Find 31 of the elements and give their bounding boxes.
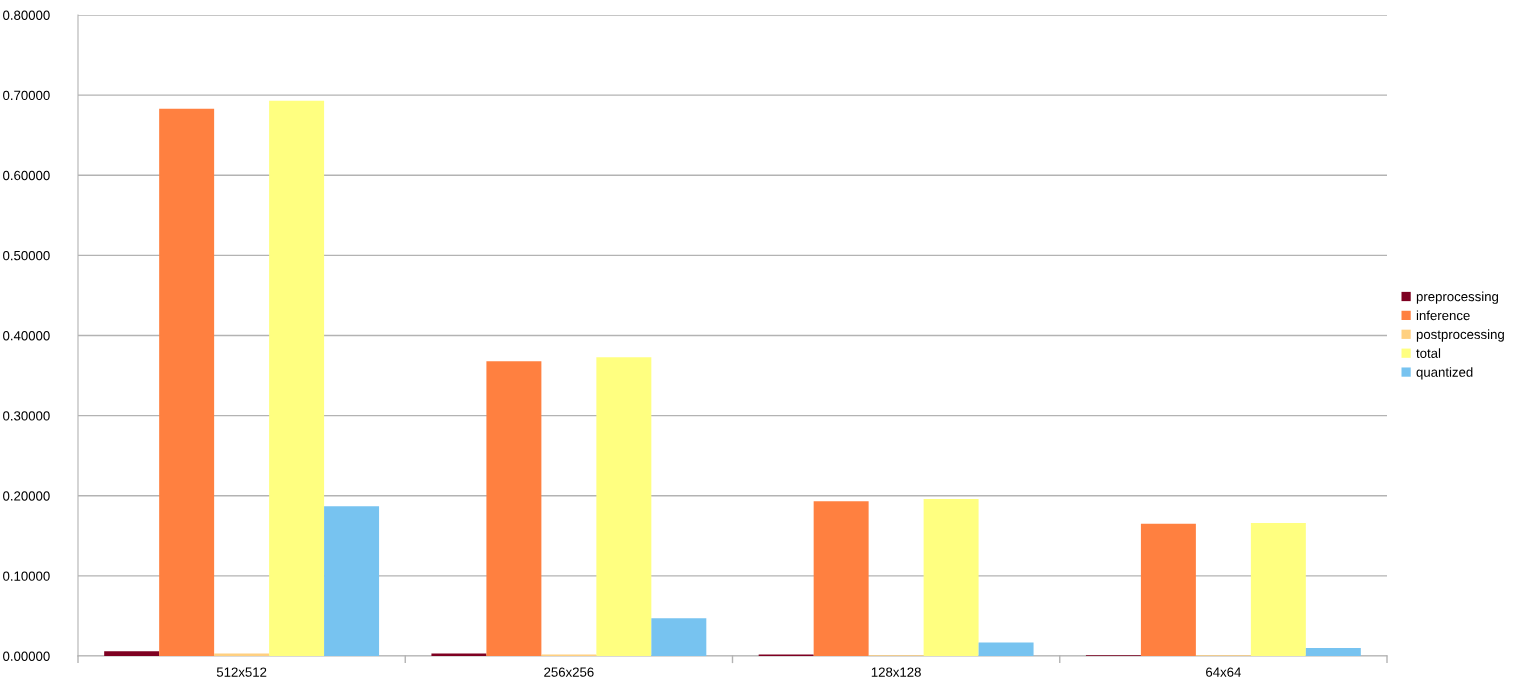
y-tick-label: 0.10000 bbox=[3, 571, 50, 581]
bar bbox=[596, 357, 652, 656]
x-tick-label: 512x512 bbox=[216, 667, 267, 677]
y-tick-label: 0.80000 bbox=[3, 10, 50, 20]
x-tick-label: 64x64 bbox=[1206, 667, 1241, 677]
bar bbox=[324, 506, 380, 656]
legend-label: inference bbox=[1416, 310, 1470, 321]
bar bbox=[813, 501, 869, 656]
bar bbox=[923, 498, 979, 656]
bar bbox=[486, 361, 542, 656]
bar bbox=[1305, 647, 1361, 656]
bar bbox=[159, 108, 215, 656]
legend-label: quantized bbox=[1416, 367, 1473, 380]
legend-label: preprocessing bbox=[1416, 291, 1499, 304]
bar bbox=[651, 618, 707, 656]
y-tick-label: 0.20000 bbox=[3, 491, 50, 501]
y-tick-label: 0.40000 bbox=[3, 331, 50, 341]
y-tick-label: 0.50000 bbox=[3, 250, 50, 261]
y-tick-label: 0.60000 bbox=[3, 170, 50, 181]
bar bbox=[978, 642, 1034, 656]
legend-label: total bbox=[1416, 348, 1441, 358]
y-tick-label: 0.30000 bbox=[3, 411, 50, 421]
bar bbox=[269, 100, 325, 656]
bar bbox=[1140, 523, 1196, 656]
x-tick-label: 128x128 bbox=[871, 667, 921, 677]
legend-label: postprocessing bbox=[1416, 329, 1504, 342]
x-tick-label: 256x256 bbox=[544, 667, 594, 677]
bar bbox=[104, 651, 160, 656]
bar bbox=[1250, 522, 1306, 656]
y-tick-label: 0.00000 bbox=[3, 651, 50, 661]
y-tick-label: 0.70000 bbox=[3, 90, 50, 101]
